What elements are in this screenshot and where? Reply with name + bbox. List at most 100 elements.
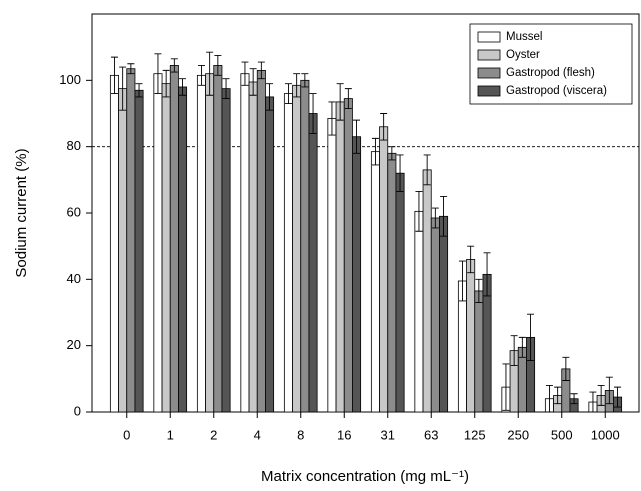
error-bar — [388, 146, 396, 161]
error-bar — [154, 53, 162, 95]
bar — [379, 126, 389, 413]
bar — [352, 136, 362, 413]
error-bar — [127, 63, 135, 75]
bar — [109, 74, 119, 413]
bar — [196, 74, 206, 413]
error-bar — [431, 207, 439, 229]
error-bar — [110, 56, 118, 95]
bar — [118, 88, 128, 413]
legend-label: Oyster — [506, 49, 540, 61]
error-bar — [502, 363, 510, 411]
x-tick-label: 125 — [464, 427, 486, 442]
error-bar — [605, 376, 613, 405]
error-bar — [423, 154, 431, 186]
error-bar — [614, 386, 622, 408]
bar — [474, 290, 484, 413]
x-tick-label: 0 — [123, 427, 130, 442]
legend-label: Gastropod (flesh) — [506, 67, 595, 79]
error-bar — [440, 195, 448, 237]
x-tick-label: 31 — [381, 427, 395, 442]
error-bar — [170, 58, 178, 73]
error-bar — [162, 69, 170, 98]
bar — [430, 217, 440, 413]
x-axis-label: Matrix concentration (mg mL⁻¹) — [261, 468, 469, 485]
bar — [153, 73, 163, 413]
x-tick-label: 8 — [297, 427, 304, 442]
bar — [343, 98, 353, 413]
y-tick-label: 40 — [67, 271, 81, 286]
bar — [466, 259, 476, 413]
bar — [292, 84, 302, 413]
y-tick-label: 80 — [67, 138, 81, 153]
bar — [308, 113, 318, 413]
bar — [205, 73, 215, 413]
bar — [414, 210, 424, 413]
error-bar — [475, 278, 483, 303]
x-tick-label: 2 — [210, 427, 217, 442]
bar — [370, 151, 380, 413]
error-bar — [458, 260, 466, 302]
error-bar — [570, 393, 578, 405]
error-bar — [179, 78, 187, 96]
legend-swatch — [477, 67, 501, 79]
error-bar — [309, 93, 317, 134]
error-bar — [483, 252, 491, 297]
bar — [283, 93, 293, 413]
bar — [265, 96, 275, 413]
error-bar — [467, 245, 475, 274]
error-bar — [284, 83, 292, 104]
error-bar — [415, 190, 423, 232]
bar — [395, 172, 405, 413]
x-tick-label: 1000 — [591, 427, 620, 442]
x-tick-label: 1 — [167, 427, 174, 442]
bar — [161, 83, 171, 413]
error-bar — [344, 88, 352, 109]
x-tick-label: 500 — [551, 427, 573, 442]
error-bar — [380, 113, 388, 141]
bar — [213, 65, 223, 413]
error-bar — [518, 336, 526, 358]
error-bar — [371, 137, 379, 166]
legend-swatch — [477, 85, 501, 97]
error-bar — [554, 386, 562, 405]
error-bar — [197, 64, 205, 86]
error-bar — [257, 61, 265, 80]
bar — [134, 89, 144, 413]
error-bar — [119, 66, 127, 111]
bar — [248, 81, 258, 413]
error-bar — [510, 335, 518, 367]
error-bar — [396, 154, 404, 192]
legend-label: Gastropod (viscera) — [506, 85, 607, 97]
bar — [169, 65, 179, 413]
error-bar — [589, 391, 597, 413]
y-tick-label: 20 — [67, 337, 81, 352]
bar — [221, 88, 231, 413]
bar — [335, 101, 345, 413]
legend-swatch — [477, 31, 501, 43]
bar — [126, 68, 136, 413]
x-tick-label: 250 — [507, 427, 529, 442]
bar — [387, 152, 397, 413]
error-bar — [527, 313, 535, 362]
error-bar — [206, 51, 214, 96]
error-bar — [293, 73, 301, 98]
bar — [439, 215, 449, 413]
legend-swatch — [477, 49, 501, 61]
y-tick-label: 100 — [59, 72, 81, 87]
x-tick-label: 16 — [337, 427, 351, 442]
error-bar — [336, 83, 344, 121]
bar — [240, 73, 250, 413]
y-axis-label: Sodium current (%) — [13, 148, 30, 277]
legend-label: Mussel — [506, 31, 542, 43]
error-bar — [135, 83, 143, 98]
bar — [300, 79, 310, 413]
error-bar — [249, 68, 257, 96]
error-bar — [214, 55, 222, 76]
error-bar — [597, 385, 605, 406]
y-tick-label: 0 — [74, 403, 81, 418]
bar — [256, 69, 266, 413]
x-tick-label: 4 — [254, 427, 261, 442]
error-bar — [545, 385, 553, 413]
